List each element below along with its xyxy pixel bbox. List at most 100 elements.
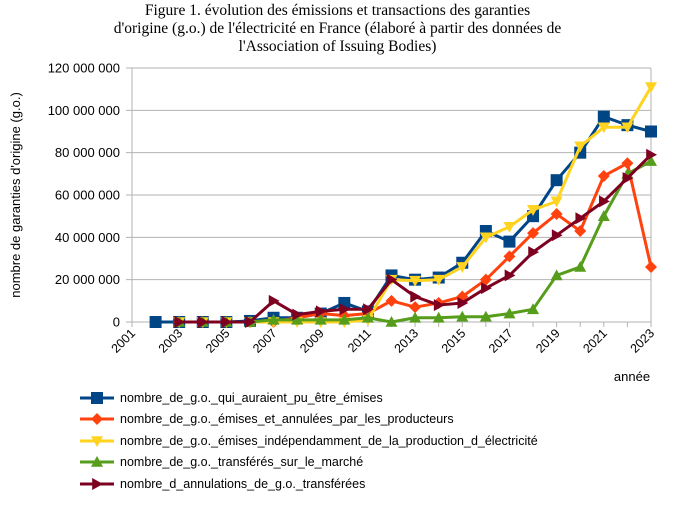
- marker-triangle-up: [645, 155, 657, 166]
- marker-triangle-up: [503, 307, 516, 319]
- legend-label: nombre_de_g.o._transférés_sur_le_marché: [120, 455, 364, 470]
- series-3: [173, 155, 657, 327]
- x-tick-label: 2017: [486, 326, 516, 356]
- marker-square: [645, 125, 657, 138]
- series-1: [173, 157, 657, 328]
- marker-triangle-right: [197, 316, 209, 328]
- marker-triangle-down: [574, 141, 587, 153]
- legend-label: nombre_de_g.o._émises_indépendamment_de_…: [120, 433, 538, 448]
- y-tick-label: 100 000 000: [48, 103, 120, 118]
- marker-triangle-right: [575, 212, 587, 225]
- marker-triangle-right: [528, 246, 540, 259]
- legend-marker-icon: [80, 435, 114, 447]
- marker-triangle-right: [386, 273, 398, 286]
- series-line: [179, 86, 653, 324]
- y-tick-label: 40 000 000: [55, 230, 120, 245]
- marker-triangle-right: [174, 316, 186, 328]
- legend-marker-icon: [80, 477, 114, 490]
- title-line: Figure 1. évolution des émissions et tra…: [144, 2, 531, 19]
- x-tick-label: 2013: [392, 326, 422, 356]
- marker-triangle-right: [268, 294, 280, 307]
- marker-triangle-up: [314, 313, 327, 325]
- marker-diamond: [574, 224, 587, 237]
- marker-square: [503, 235, 516, 248]
- x-tick-label: 2011: [345, 326, 374, 355]
- marker-triangle-right: [599, 195, 610, 208]
- marker-square: [91, 391, 103, 404]
- marker-diamond: [550, 208, 563, 221]
- series-4: [174, 148, 657, 328]
- marker-triangle-down: [432, 274, 445, 286]
- marker-triangle-down: [91, 435, 103, 447]
- marker-triangle-up: [385, 316, 398, 327]
- marker-triangle-right: [551, 229, 563, 242]
- series-2: [173, 82, 657, 328]
- marker-triangle-up: [361, 311, 374, 323]
- marker-triangle-down: [621, 122, 634, 134]
- legend-label: nombre_de_g.o._émises_et_annulées_par_le…: [120, 412, 454, 427]
- marker-diamond: [621, 157, 634, 170]
- legend-marker-icon: [80, 413, 114, 426]
- marker-triangle-right: [339, 303, 351, 316]
- marker-triangle-up: [597, 210, 610, 221]
- marker-square: [149, 316, 162, 328]
- marker-triangle-up: [338, 313, 351, 325]
- x-tick-label: 2007: [250, 326, 280, 356]
- marker-triangle-up: [456, 310, 469, 322]
- marker-triangle-right: [292, 308, 304, 321]
- marker-triangle-right: [646, 148, 657, 161]
- marker-triangle-down: [456, 262, 469, 273]
- legend-item: nombre_d_annulations_de_g.o._transférées: [80, 473, 538, 495]
- y-tick-label: 80 000 000: [55, 145, 120, 160]
- title-line: d'origine (g.o.) de l'électricité en Fra…: [113, 20, 562, 37]
- x-tick-label: 2005: [203, 326, 233, 356]
- marker-triangle-up: [574, 260, 587, 272]
- legend-label: nombre_de_g.o._qui_auraient_pu_être_émis…: [120, 390, 383, 405]
- title-line: l'Association of Issuing Bodies): [238, 38, 437, 55]
- y-axis-label: nombre de garanties d'origine (g.o.): [8, 92, 23, 298]
- y-tick-label: 60 000 000: [55, 188, 120, 203]
- x-axis-label: année: [614, 369, 650, 384]
- x-tick-label: 2023: [628, 326, 658, 356]
- marker-triangle-down: [550, 196, 563, 208]
- marker-triangle-up: [550, 269, 563, 281]
- marker-triangle-up: [409, 311, 422, 323]
- marker-triangle-right: [457, 296, 469, 309]
- marker-triangle-up: [91, 456, 103, 468]
- x-tick-label: 2015: [439, 326, 469, 356]
- marker-diamond: [91, 413, 103, 426]
- marker-triangle-up: [267, 313, 280, 325]
- y-tick-label: 0: [113, 315, 120, 330]
- marker-triangle-down: [597, 122, 610, 134]
- marker-triangle-down: [503, 221, 516, 233]
- marker-diamond: [503, 250, 516, 263]
- chart-title: Figure 1. évolution des émissions et tra…: [0, 2, 675, 56]
- legend-marker-icon: [80, 391, 114, 404]
- marker-triangle-right: [433, 299, 445, 312]
- marker-triangle-up: [432, 311, 445, 323]
- marker-diamond: [409, 301, 422, 314]
- marker-diamond: [645, 260, 657, 273]
- marker-triangle-down: [409, 275, 422, 287]
- marker-triangle-right: [622, 172, 634, 185]
- y-tick-label: 120 000 000: [48, 61, 120, 76]
- marker-triangle-right: [245, 316, 256, 328]
- marker-triangle-up: [479, 310, 492, 322]
- marker-triangle-right: [363, 303, 374, 316]
- legend-item: nombre_de_g.o._qui_auraient_pu_être_émis…: [80, 387, 538, 409]
- marker-diamond: [385, 294, 398, 307]
- x-tick-label: 2019: [533, 326, 563, 356]
- marker-triangle-up: [291, 313, 304, 325]
- x-tick-label: 2021: [580, 326, 610, 356]
- marker-triangle-right: [504, 269, 516, 282]
- x-tick-label: 2003: [156, 326, 186, 356]
- marker-triangle-right: [92, 477, 103, 490]
- marker-diamond: [479, 273, 492, 286]
- marker-triangle-right: [221, 316, 233, 328]
- marker-square: [550, 174, 563, 187]
- x-tick-label: 2001: [109, 326, 139, 356]
- marker-triangle-down: [527, 205, 540, 216]
- legend-item: nombre_de_g.o._émises_indépendamment_de_…: [80, 430, 538, 452]
- legend-marker-icon: [80, 456, 114, 468]
- marker-triangle-right: [481, 282, 492, 295]
